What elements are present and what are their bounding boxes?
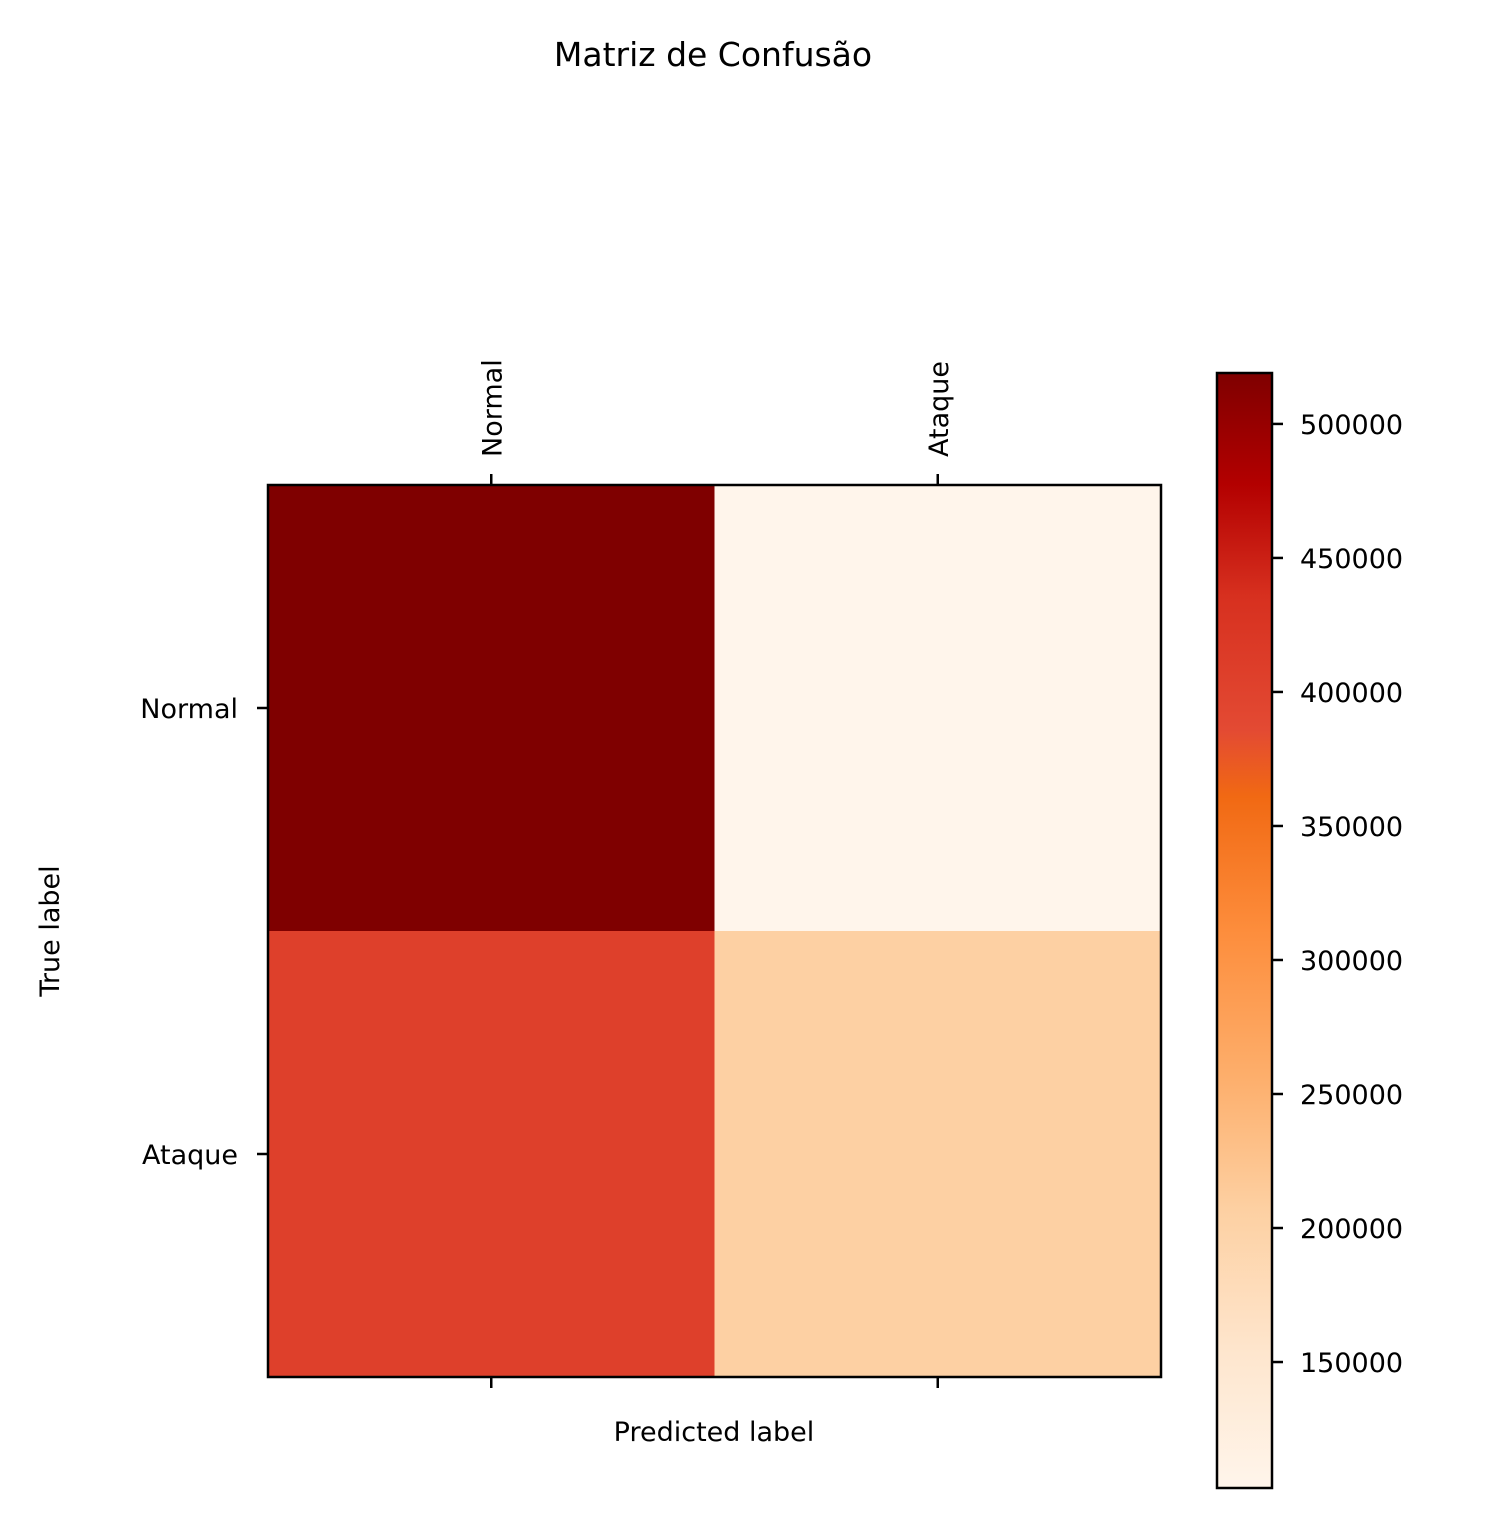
colorbar-tick-label: 200000 [1300,1214,1403,1245]
x-axis-label: Predicted label [614,1417,815,1448]
y-axis-ticks: Normal Ataque [140,694,268,1171]
y-tick-label: Normal [140,694,238,725]
heatmap-cell [268,931,715,1378]
heatmap-cell [714,931,1162,1378]
colorbar-tick-label: 250000 [1300,1080,1403,1111]
colorbar-ticks: 150000 200000 250000 300000 350000 400000 4500… [1272,410,1403,1379]
plot-frame [266,483,1163,1379]
colorbar [1215,371,1274,1490]
colorbar-tick-label: 150000 [1300,1348,1403,1379]
x-axis-ticks: Normal Ataque [477,359,955,1388]
colorbar-tick-label: 450000 [1300,544,1403,575]
x-tick-label: Ataque [924,361,955,457]
heatmap-cell [714,485,1162,932]
y-tick-label: Ataque [142,1140,238,1171]
colorbar-tick-label: 350000 [1300,812,1403,843]
chart-title: Matriz de Confusão [554,35,872,74]
heatmap-cell [268,485,715,932]
heatmap-cells [268,485,1162,1378]
colorbar-tick-label: 300000 [1300,946,1403,977]
y-axis-label: True label [35,865,66,997]
colorbar-tick-label: 400000 [1300,678,1403,709]
x-tick-label: Normal [477,359,508,457]
colorbar-tick-label: 500000 [1300,410,1403,441]
